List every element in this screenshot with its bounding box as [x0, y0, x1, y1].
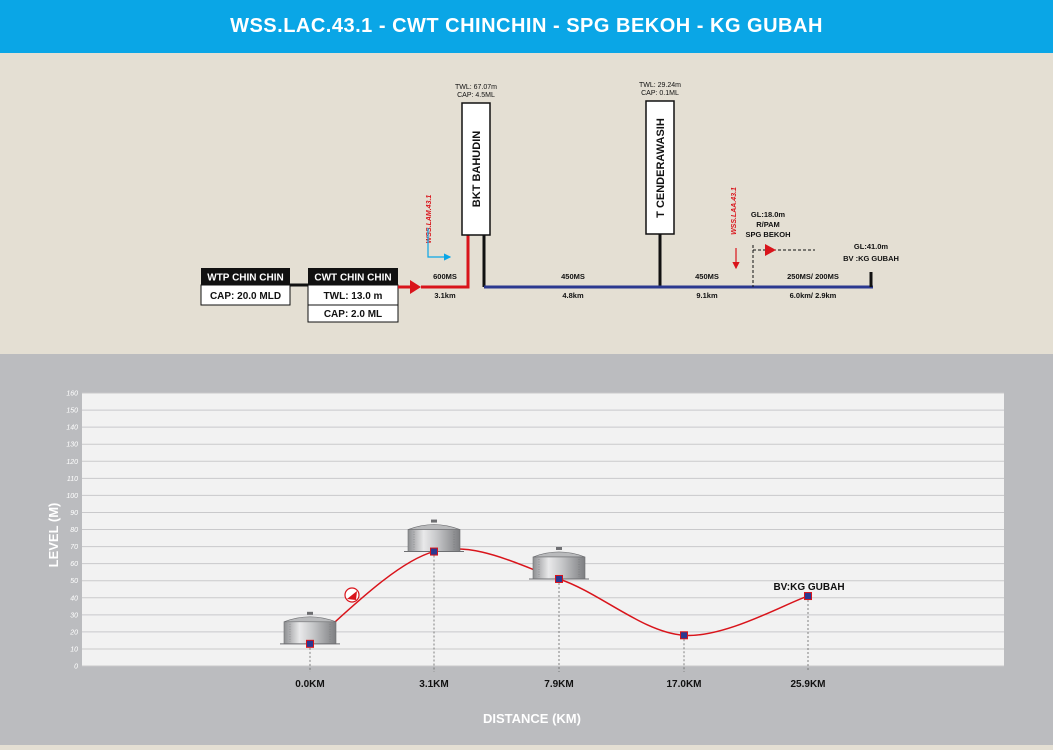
y-tick-label: 30: [70, 612, 78, 619]
y-tick-label: 80: [70, 527, 78, 534]
pam-label: R/PAM: [756, 220, 780, 229]
y-tick-label: 140: [66, 425, 78, 432]
cwt-name: CWT CHIN CHIN: [314, 273, 391, 284]
pipe-len-1: 3.1km: [434, 291, 456, 300]
pipe-len-2: 4.8km: [562, 291, 584, 300]
gridlines: [82, 392, 1004, 667]
data-markers: [306, 547, 812, 648]
wtp-name: WTP CHIN CHIN: [207, 273, 283, 284]
data-point-marker: [804, 592, 812, 601]
tank-icons: [280, 519, 589, 645]
y-tick-label: 150: [66, 408, 78, 415]
schematic-diagram: WTP CHIN CHIN CAP: 20.0 MLD CWT CHIN CHI…: [200, 82, 899, 323]
page-title: WSS.LAC.43.1 - CWT CHINCHIN - SPG BEKOH …: [0, 0, 1053, 53]
data-point-marker: [430, 547, 438, 556]
cwt-cap: CAP: 2.0 ML: [324, 309, 382, 320]
pipe-len-4: 6.0km/ 2.9km: [790, 291, 837, 300]
y-tick-label: 60: [70, 561, 78, 568]
x-tick-label: 17.0KM: [666, 679, 701, 690]
pipe-size-2: 450MS: [561, 272, 585, 281]
data-point-marker: [680, 631, 688, 640]
schematic-panel: WTP CHIN CHIN CAP: 20.0 MLD CWT CHIN CHI…: [0, 53, 1053, 354]
x-axis-label: DISTANCE (KM): [483, 711, 581, 726]
blue-arrow-icon: [427, 228, 452, 261]
red-pipe-riser: [421, 235, 470, 289]
bkt-tank: [461, 102, 491, 236]
y-tick-label: 110: [67, 476, 78, 483]
bkt-name: BKT BAHUDIN: [471, 131, 483, 207]
y-tick-label: 10: [70, 646, 78, 653]
drop-lines: [309, 551, 809, 672]
wtp-cap: CAP: 20.0 MLD: [210, 291, 281, 302]
x-tick-label: 0.0KM: [295, 679, 324, 690]
y-tick-label: 100: [66, 493, 78, 500]
pipe-size-4: 250MS/ 200MS: [787, 272, 839, 281]
x-tick-label: 7.9KM: [544, 679, 573, 690]
x-tick-label: 25.9KM: [790, 679, 825, 690]
cend-cap: CAP: 0.1ML: [641, 90, 679, 97]
y-tick-label: 20: [69, 629, 78, 636]
bkt-twl: TWL: 67.07m: [455, 84, 497, 91]
storage-tank-icon: [280, 611, 340, 645]
y-tick-label: 50: [70, 578, 78, 585]
cwt-twl: TWL: 13.0 m: [324, 291, 383, 302]
kg-gl: GL:41.0m: [854, 242, 889, 251]
storage-tank-icon: [404, 519, 464, 553]
y-tick-label: 120: [66, 459, 78, 466]
endpoint-annotation: BV:KG GUBAH: [773, 582, 844, 593]
pam-name: SPG BEKOH: [745, 230, 790, 239]
pump-icon: [410, 280, 421, 294]
elevation-profile-chart: 0 10 20 30 40 50 60 70 80 90 100 110 120 130 140 150 160…: [46, 391, 1004, 726]
pump-icon: [344, 587, 360, 603]
y-tick-label: 160: [66, 391, 78, 398]
wtp-box: WTP CHIN CHIN CAP: 20.0 MLD: [200, 268, 291, 306]
ref-lam-label: WSS.LAM.43.1: [426, 195, 433, 244]
y-tick-label: 40: [70, 595, 78, 602]
pipe-len-3: 9.1km: [696, 291, 718, 300]
y-tick-labels: 0 10 20 30 40 50 60 70 80 90 100 110 120 130 140 150 160: [66, 391, 78, 671]
kg-name: BV :KG GUBAH: [843, 254, 899, 263]
y-tick-label: 90: [70, 510, 78, 517]
bkt-cap: CAP: 4.5ML: [457, 92, 495, 99]
cwt-box: CWT CHIN CHIN TWL: 13.0 m CAP: 2.0 ML: [307, 268, 399, 323]
cend-name: T CENDERAWASIH: [655, 118, 667, 218]
x-tick-label: 3.1KM: [419, 679, 448, 690]
elevation-profile-panel: 0 10 20 30 40 50 60 70 80 90 100 110 120 130 140 150 160…: [0, 354, 1053, 745]
cend-twl: TWL: 29.24m: [639, 82, 681, 89]
data-point-marker: [306, 639, 314, 648]
x-tick-labels: 0.0KM 3.1KM 7.9KM 17.0KM 25.9KM: [295, 679, 825, 690]
y-tick-label: 0: [74, 664, 78, 671]
data-point-marker: [555, 574, 563, 583]
ref-laa-label: WSS.LAA.43.1: [731, 187, 738, 235]
y-axis-label: LEVEL (M): [46, 503, 61, 568]
y-tick-label: 70: [70, 544, 78, 551]
pipe-size-1: 600MS: [433, 272, 457, 281]
pam-pump-icon: [765, 244, 776, 256]
pipe-size-3: 450MS: [695, 272, 719, 281]
cend-tank: [645, 100, 675, 235]
y-tick-label: 130: [66, 442, 78, 449]
pam-gl: GL:18.0m: [751, 210, 786, 219]
